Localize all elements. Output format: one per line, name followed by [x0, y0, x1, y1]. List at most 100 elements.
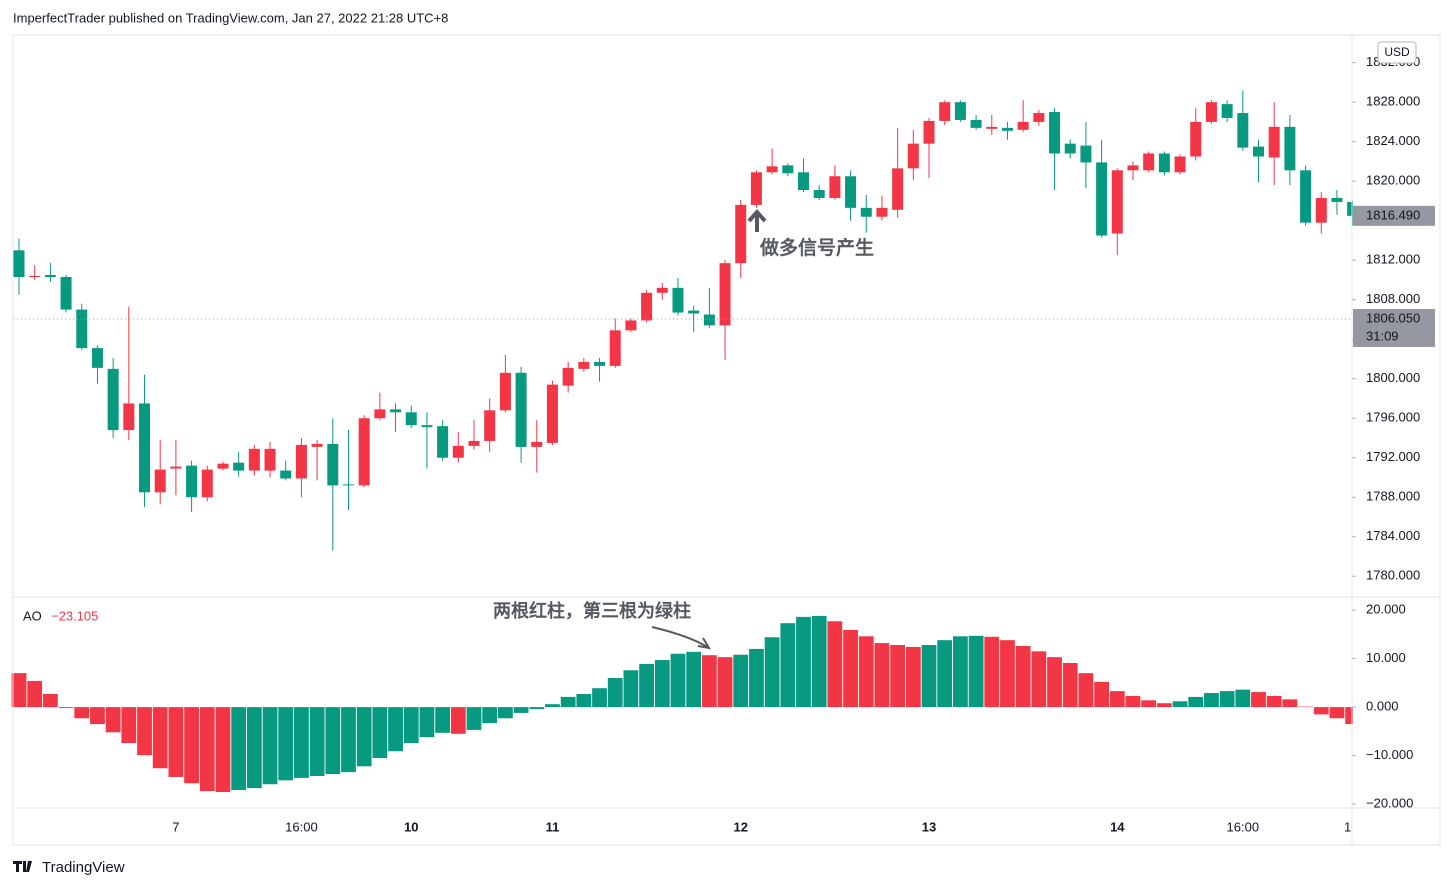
ao-bar	[74, 707, 90, 719]
ao-bar	[749, 648, 764, 708]
y-tick-label: 1800.000	[1366, 370, 1420, 385]
publish-header: ImperfectTrader published on TradingView…	[13, 10, 448, 25]
last-price-tag	[1353, 205, 1435, 226]
y-tick-label: −10.000	[1366, 747, 1413, 762]
ao-bar	[592, 688, 607, 708]
ao-bar	[811, 615, 827, 708]
y-tick-label: 1780.000	[1366, 568, 1420, 583]
ao-bar	[1204, 693, 1219, 708]
candle-body	[546, 384, 558, 443]
ao-bar	[294, 707, 309, 778]
candle-body	[342, 484, 354, 486]
ao-bar	[623, 670, 639, 708]
x-tick-label: 7	[172, 819, 179, 834]
candle-body	[468, 440, 480, 446]
candle-body	[327, 443, 339, 486]
ao-bar	[11, 673, 27, 708]
currency-badge[interactable]	[1377, 41, 1417, 64]
candle-body	[970, 119, 982, 128]
candle-body	[1096, 162, 1108, 236]
last-price-label: 1816.490	[1366, 207, 1420, 222]
candle-body	[1049, 112, 1061, 154]
ao-bar	[921, 645, 937, 708]
x-tick-label: 14	[1110, 819, 1125, 834]
candle-body	[311, 443, 323, 447]
candle-body	[248, 448, 260, 471]
price-line-label: 1806.050	[1366, 310, 1420, 325]
candle-body	[233, 462, 245, 471]
ao-bar	[1219, 691, 1235, 708]
long-signal-note: 做多信号产生	[759, 236, 874, 259]
candle-body	[562, 367, 574, 386]
candle-body	[876, 207, 888, 217]
ao-bar	[827, 621, 843, 708]
candle-body	[1111, 170, 1123, 234]
ao-bar	[262, 707, 278, 785]
candle-body	[923, 120, 935, 144]
ao-bar	[388, 707, 403, 752]
candle-body	[1284, 126, 1296, 171]
ao-bar	[231, 707, 247, 791]
candle-body	[954, 102, 966, 120]
ao-bar	[701, 655, 717, 708]
candle-body	[217, 463, 229, 469]
candle-body	[813, 190, 825, 198]
candle-body	[766, 166, 778, 173]
candle-body	[13, 250, 25, 277]
candle-body	[1300, 170, 1312, 223]
ao-bar	[1047, 657, 1062, 708]
ao-bar	[1329, 707, 1345, 719]
candle-body	[1174, 156, 1186, 173]
ao-bar	[372, 707, 388, 759]
candle-body	[578, 361, 590, 369]
ao-bar	[984, 636, 1000, 708]
candle-body	[1315, 197, 1327, 223]
currency-label: USD	[1384, 45, 1410, 59]
y-tick-label: 0.000	[1366, 699, 1399, 714]
ao-bar	[717, 657, 733, 708]
ao-bar	[1188, 696, 1204, 708]
ao-bar	[1141, 700, 1157, 708]
candle-body	[656, 287, 668, 293]
candle-body	[499, 372, 511, 411]
ao-bar	[529, 707, 545, 710]
ao-bar	[1235, 689, 1251, 708]
candle-body	[688, 310, 700, 314]
candle-body	[1001, 127, 1013, 131]
indicator-value: −23.105	[51, 608, 98, 623]
candle-body	[44, 275, 56, 277]
candle-body	[1080, 145, 1092, 163]
ao-bar	[968, 635, 984, 708]
candle-body	[1143, 153, 1155, 171]
ao-bar	[278, 707, 294, 781]
ao-bar	[686, 651, 702, 708]
candle-body	[452, 445, 464, 458]
ao-bar	[937, 640, 953, 708]
candle-body	[515, 372, 527, 447]
candle-body	[437, 426, 449, 458]
x-tick-label: 11	[546, 819, 560, 834]
ao-bar	[215, 707, 231, 792]
candle-body	[107, 368, 119, 431]
ao-bar	[1062, 662, 1078, 708]
ao-bar	[1109, 691, 1125, 708]
x-tick-label: 16:00	[1227, 819, 1260, 834]
candle-body	[186, 465, 198, 498]
candle-body	[986, 126, 998, 129]
y-tick-label: 1784.000	[1366, 528, 1420, 543]
candle-body	[1158, 153, 1170, 173]
ao-bar	[1251, 692, 1266, 708]
candle-body	[139, 403, 151, 493]
candle-body	[154, 469, 166, 493]
candle-body	[641, 292, 653, 321]
axes: 1780.000 1784.000 1788.000 1792.000 1796.000…	[12, 34, 1441, 846]
ao-bar	[482, 707, 498, 724]
ao-bar	[435, 707, 451, 733]
ao-bar	[1094, 681, 1110, 708]
ao-bar	[403, 707, 419, 744]
ao-bar	[1172, 701, 1188, 708]
ao-bar	[168, 707, 184, 777]
ao-bar	[1125, 695, 1141, 708]
candle-body	[264, 448, 276, 471]
ao-bar	[466, 707, 482, 730]
